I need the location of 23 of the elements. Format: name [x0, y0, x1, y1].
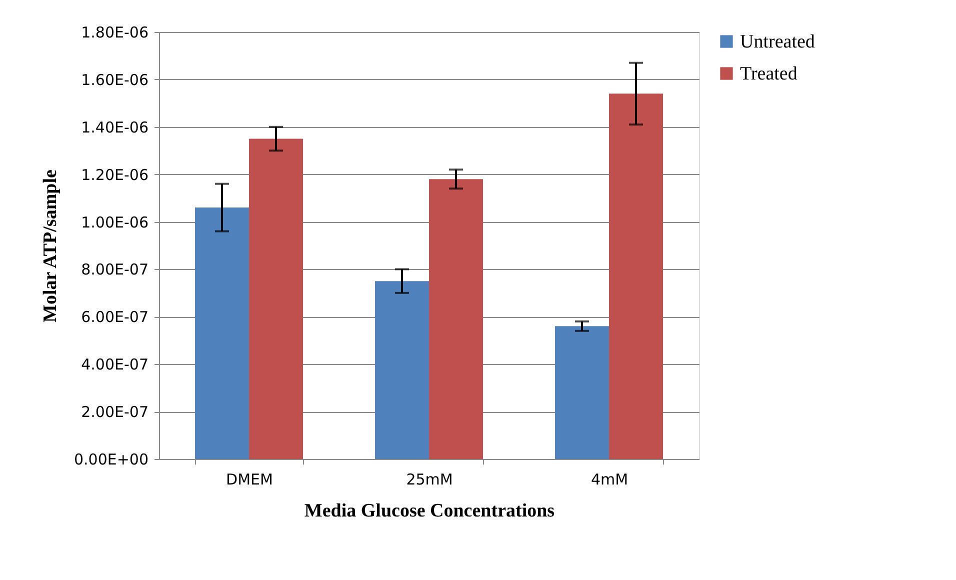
y-tick-label: 4.00E-07: [81, 356, 148, 374]
y-tick-label: 8.00E-07: [81, 260, 148, 279]
legend-label: Treated: [740, 64, 798, 84]
y-tick-label: 1.60E-06: [81, 70, 148, 89]
y-tick-label: 1.00E-06: [81, 213, 148, 232]
y-tick-label: 1.80E-06: [81, 24, 148, 42]
bar: [249, 138, 303, 459]
bar: [555, 326, 609, 459]
bar: [375, 281, 429, 459]
y-tick-label: 1.20E-06: [81, 166, 148, 184]
x-tick-label: DMEM: [226, 470, 273, 488]
bar: [195, 208, 249, 459]
bar: [609, 94, 663, 459]
y-axis-title: Molar ATP/sample: [40, 170, 61, 322]
y-tick-label: 0.00E+00: [74, 450, 148, 468]
bar: [429, 179, 483, 459]
y-tick-label: 2.00E-07: [81, 403, 148, 422]
y-tick-label: 1.40E-06: [81, 118, 148, 136]
y-tick-label: 6.00E-07: [81, 308, 148, 326]
x-tick-label: 4mM: [590, 470, 628, 488]
x-axis-title: Media Glucose Concentrations: [304, 500, 555, 522]
legend-label: Untreated: [740, 32, 816, 52]
x-tick-label: 25mM: [406, 470, 453, 488]
